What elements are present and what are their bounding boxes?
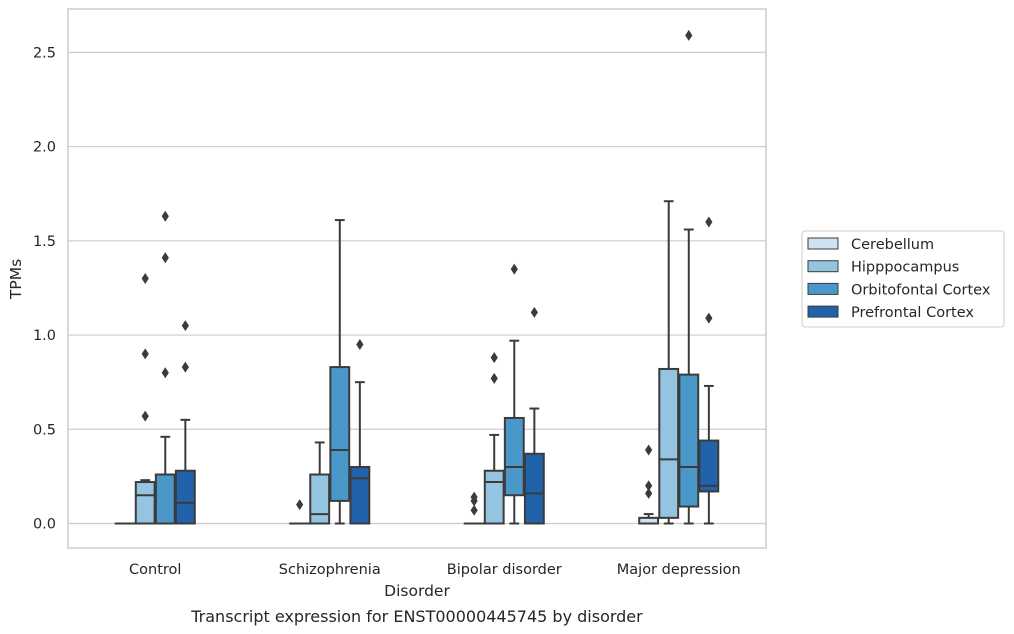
outlier-point [141, 348, 149, 360]
outlier-point [161, 367, 169, 379]
box-iqr [134, 481, 156, 525]
outlier-point [530, 306, 538, 318]
box-group [638, 444, 660, 525]
legend-swatch [807, 305, 839, 318]
box-group [698, 216, 720, 525]
y-axis-title: TPMs [7, 259, 25, 300]
legend: Cerebellum Hipppocampus Orbitofontal Corte… [801, 230, 1005, 328]
series-group [154, 29, 700, 525]
box-series [114, 29, 720, 525]
box-group [174, 320, 196, 525]
y-tick-label: 0.5 [33, 422, 56, 438]
box-group [483, 352, 505, 525]
legend-frame [801, 230, 1005, 328]
outlier-point [705, 312, 713, 324]
box-group [329, 219, 351, 525]
box-group [289, 499, 311, 525]
box-group [658, 200, 680, 525]
box-iqr [309, 473, 331, 525]
box-group [134, 273, 156, 525]
box-group [154, 210, 176, 525]
outlier-point [181, 361, 189, 373]
y-tick-label: 2.5 [33, 45, 56, 61]
outlier-point [685, 29, 693, 41]
box-iqr [349, 465, 371, 525]
series-group [134, 200, 680, 525]
outlier-point [705, 216, 713, 228]
box-group [503, 263, 525, 525]
y-tick-labels: 0.0 0.5 1.0 1.5 2.0 2.5 [33, 45, 56, 532]
outlier-point [356, 338, 364, 350]
plot-frame [67, 8, 767, 549]
series-group [174, 216, 720, 525]
outlier-point [141, 273, 149, 284]
outlier-point [161, 210, 169, 222]
legend-item: Orbitofontal Cortex [807, 282, 991, 298]
x-tick-labels: Control Schizophrenia Bipolar disorder Majo… [129, 562, 741, 578]
box-iqr [503, 416, 525, 497]
outlier-point [181, 320, 189, 332]
x-tick-label: Control [129, 562, 181, 578]
outlier-point [161, 252, 169, 264]
legend-label: Prefrontal Cortex [851, 305, 974, 321]
outlier-point [490, 372, 498, 384]
legend-item: Hipppocampus [807, 260, 959, 276]
legend-swatch [807, 237, 839, 250]
box-group [463, 491, 485, 525]
outlier-point [470, 491, 478, 503]
y-tick-label: 2.0 [33, 140, 56, 156]
legend-label: Cerebellum [851, 237, 934, 253]
outlier-point [141, 410, 149, 422]
y-tick-label: 0.0 [33, 517, 56, 533]
box-iqr [329, 366, 351, 502]
box-iqr [678, 373, 700, 508]
outlier-point [470, 504, 478, 516]
outlier-point [296, 499, 304, 511]
outlier-point [645, 480, 653, 492]
outlier-point [645, 487, 653, 499]
box-group [309, 441, 331, 525]
box-group [678, 29, 700, 525]
outlier-point [645, 444, 653, 456]
legend-item: Cerebellum [807, 237, 934, 253]
x-tick-label: Bipolar disorder [447, 562, 562, 578]
chart-caption: Transcript expression for ENST0000044574… [190, 607, 643, 626]
outlier-point [510, 263, 518, 275]
series-group [114, 444, 660, 525]
legend-swatch [807, 282, 839, 295]
box-group [349, 338, 371, 525]
box-iqr [523, 452, 545, 525]
y-tick-label: 1.0 [33, 328, 56, 344]
box-iqr [483, 469, 505, 525]
box-iqr [174, 469, 196, 525]
outlier-point [490, 352, 498, 364]
box-iqr [698, 439, 720, 493]
x-tick-label: Major depression [617, 562, 741, 578]
box-group [523, 306, 545, 525]
legend-item: Prefrontal Cortex [807, 305, 974, 321]
legend-label: Orbitofontal Cortex [851, 282, 991, 298]
x-axis-title: Disorder [384, 582, 450, 600]
x-tick-label: Schizophrenia [279, 562, 381, 578]
legend-label: Hipppocampus [851, 260, 959, 276]
y-tick-label: 1.5 [33, 234, 56, 250]
box-iqr [154, 473, 176, 525]
legend-swatch [807, 260, 839, 273]
box-iqr [658, 367, 680, 519]
plot-background [68, 9, 766, 548]
